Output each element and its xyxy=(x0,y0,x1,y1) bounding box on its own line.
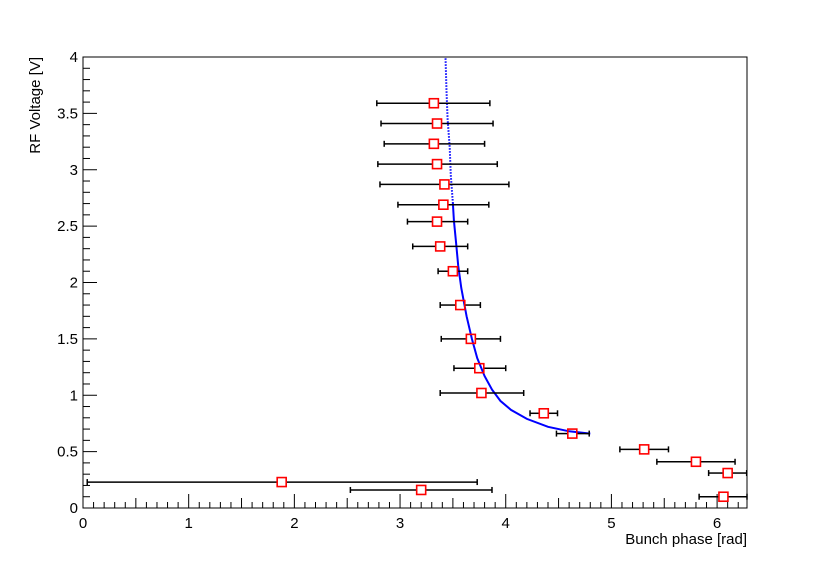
data-point-marker xyxy=(415,484,427,496)
x-tick-label: 1 xyxy=(185,515,193,532)
error-bars xyxy=(86,100,748,500)
x-tick-label: 3 xyxy=(396,515,404,532)
data-point-marker xyxy=(431,158,443,170)
x-tick-label: 0 xyxy=(79,515,87,532)
x-tick-label: 4 xyxy=(502,515,510,532)
y-tick-label: 2.5 xyxy=(57,218,78,235)
y-tick-label: 3.5 xyxy=(57,105,78,122)
data-point-marker xyxy=(276,476,287,488)
data-point-marker xyxy=(431,118,443,129)
data-point-marker xyxy=(474,362,485,374)
data-point-marker xyxy=(567,428,578,439)
y-tick-label: 0.5 xyxy=(57,444,78,461)
x-tick-labels: 0 1 2 3 4 5 6 xyxy=(79,515,721,532)
y-tick-label: 3 xyxy=(70,162,78,179)
plot-frame xyxy=(82,56,748,509)
data-point-marker xyxy=(454,299,466,311)
data-point-marker xyxy=(431,216,443,227)
fit-curve-solid xyxy=(451,203,591,435)
data-point-marker xyxy=(538,407,550,419)
data-point-marker xyxy=(438,199,449,211)
data-point-marker xyxy=(722,467,733,479)
data-point-marker xyxy=(434,241,446,252)
data-point-marker xyxy=(447,265,459,277)
data-point-marker xyxy=(638,444,650,455)
data-point-marker xyxy=(439,179,450,190)
data-point-marker xyxy=(465,333,477,345)
y-tick-label: 1.5 xyxy=(57,331,78,348)
data-point-marker xyxy=(718,491,729,503)
y-tick-label: 4 xyxy=(70,49,78,66)
y-tick-label: 2 xyxy=(70,275,78,292)
y-tick-label: 1 xyxy=(70,387,78,404)
fit-curve xyxy=(444,56,591,435)
y-tick-label: 0 xyxy=(70,500,78,517)
x-tick-label: 5 xyxy=(607,515,615,532)
data-point-marker xyxy=(690,456,702,468)
data-point-marker xyxy=(476,387,487,399)
data-point-marker xyxy=(428,138,440,150)
data-point-marker xyxy=(428,97,440,109)
data-markers xyxy=(276,97,733,503)
axis-ticks xyxy=(82,56,739,509)
y-tick-labels: 0 0.5 1 1.5 2 2.5 3 3.5 4 xyxy=(57,49,78,517)
x-tick-label: 6 xyxy=(713,515,721,532)
y-axis-label: RF Voltage [V] xyxy=(27,57,44,154)
x-tick-label: 2 xyxy=(290,515,298,532)
x-axis-label: Bunch phase [rad] xyxy=(625,531,747,548)
